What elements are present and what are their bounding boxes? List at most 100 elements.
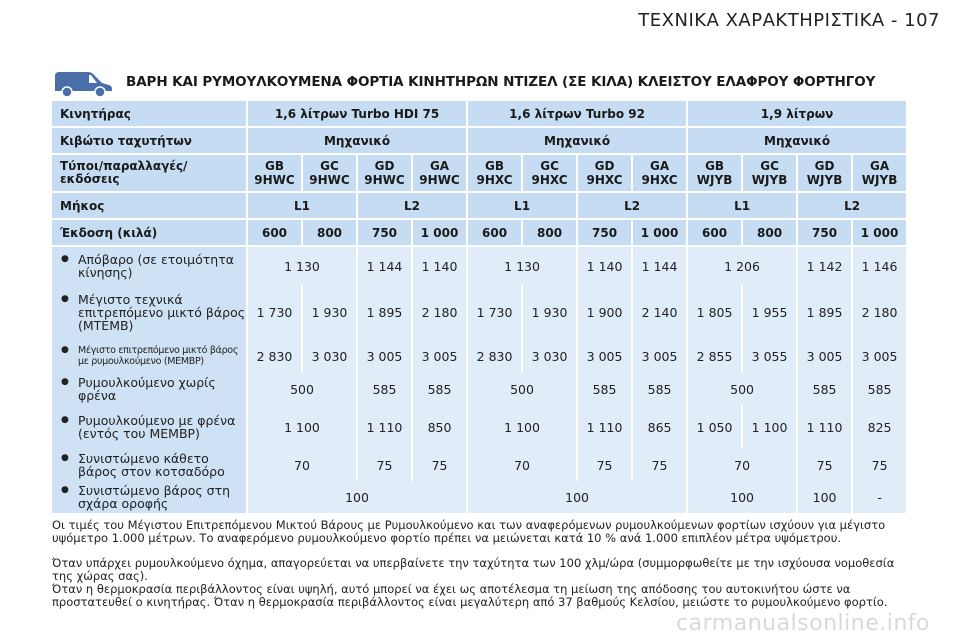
- row-label: Ρυμουλκούμενο χωρίς φρένα: [52, 373, 246, 405]
- value-cell: 1 146: [851, 247, 907, 285]
- value-cell: 1 730: [466, 285, 522, 339]
- value-cell: 1 930: [301, 285, 356, 339]
- watermark: carmanualsonline.info: [676, 611, 930, 636]
- length-cell: L2: [356, 193, 467, 220]
- value-cell: 2 140: [631, 285, 687, 339]
- version-cell: 600: [466, 220, 522, 247]
- value-cell: 3 005: [356, 339, 411, 373]
- value-cell: 70: [246, 449, 356, 481]
- engine-cell: 1,6 λίτρων Turbo HDI 75: [246, 101, 467, 128]
- type-cell: GD 9HXC: [576, 155, 632, 193]
- length-cell: L1: [246, 193, 356, 220]
- version-cell: 600: [686, 220, 742, 247]
- value-cell: 3 005: [631, 339, 687, 373]
- page-header: ΤΕΧΝΙΚΑ ΧΑΡΑΚΤΗΡΙΣΤΙΚΑ - 107: [638, 10, 940, 31]
- value-cell: 585: [411, 373, 467, 405]
- type-cell: GD WJYB: [796, 155, 852, 193]
- value-cell: 75: [356, 449, 411, 481]
- value-cell: 585: [576, 373, 632, 405]
- section-title: ΒΑΡΗ ΚΑΙ ΡΥΜΟΥΛΚΟΥΜΕΝΑ ΦΟΡΤΙΑ ΚΙΝΗΤΗΡΩΝ …: [126, 74, 876, 90]
- value-cell: 1 140: [411, 247, 467, 285]
- type-cell: GA 9HWC: [411, 155, 467, 193]
- value-cell: 1 100: [741, 405, 797, 449]
- value-cell: 100: [796, 481, 852, 513]
- length-row: Μήκος L1 L2 L1 L2 L1 L2: [52, 193, 907, 220]
- value-cell: 1 730: [246, 285, 301, 339]
- type-cell: GA WJYB: [851, 155, 907, 193]
- value-cell: 100: [686, 481, 797, 513]
- value-cell: 585: [631, 373, 687, 405]
- value-cell: 1 110: [576, 405, 632, 449]
- value-cell: 75: [576, 449, 632, 481]
- value-cell: 1 144: [356, 247, 411, 285]
- row-label: Τύποι/παραλλαγές/ εκδόσεις: [52, 155, 246, 193]
- note-temperature: Όταν η θερμοκρασία περιβάλλοντος είναι υ…: [52, 582, 888, 609]
- type-cell: GA 9HXC: [631, 155, 687, 193]
- value-cell: 500: [466, 373, 577, 405]
- version-cell: 1 000: [631, 220, 687, 247]
- version-cell: 800: [301, 220, 356, 247]
- gvw-row: Μέγιστο τεχνικά επιτρεπόμενο μικτό βάρος…: [52, 285, 907, 339]
- weights-table: Κινητήρας 1,6 λίτρων Turbo HDI 75 1,6 λί…: [52, 101, 907, 513]
- value-cell: 3 055: [741, 339, 797, 373]
- version-cell: 800: [741, 220, 797, 247]
- value-cell: 865: [631, 405, 687, 449]
- kerb-weight-row: Απόβαρο (σε ετοιμότητα κίνησης) 1 130 1 …: [52, 247, 907, 285]
- value-cell: 1 110: [356, 405, 411, 449]
- value-cell: 75: [631, 449, 687, 481]
- type-cell: GB WJYB: [686, 155, 742, 193]
- value-cell: 1 100: [246, 405, 356, 449]
- unbraked-trailer-row: Ρυμουλκούμενο χωρίς φρένα 500 585 585 50…: [52, 373, 907, 405]
- value-cell: 1 110: [796, 405, 852, 449]
- type-cell: GD 9HWC: [356, 155, 411, 193]
- value-cell: 3 005: [411, 339, 467, 373]
- nose-weight-row: Συνιστώμενο κάθετο βάρος στον κοτσαδόρο …: [52, 449, 907, 481]
- gearbox-cell: Μηχανικό: [246, 128, 467, 155]
- value-cell: 1 050: [686, 405, 742, 449]
- value-cell: 500: [686, 373, 797, 405]
- gearbox-cell: Μηχανικό: [466, 128, 687, 155]
- gearbox-cell: Μηχανικό: [686, 128, 907, 155]
- value-cell: 1 140: [576, 247, 632, 285]
- version-cell: 750: [576, 220, 632, 247]
- version-cell: 1 000: [851, 220, 907, 247]
- gearbox-row: Κιβώτιο ταχυτήτων Μηχανικό Μηχανικό Μηχα…: [52, 128, 907, 155]
- section-heading: ΒΑΡΗ ΚΑΙ ΡΥΜΟΥΛΚΟΥΜΕΝΑ ΦΟΡΤΙΑ ΚΙΝΗΤΗΡΩΝ …: [52, 64, 912, 100]
- roof-load-row: Συνιστώμενο βάρος στη σχάρα οροφής 100 1…: [52, 481, 907, 513]
- value-cell: 1 900: [576, 285, 632, 339]
- version-cell: 800: [521, 220, 577, 247]
- length-cell: L2: [796, 193, 907, 220]
- type-cell: GC 9HWC: [301, 155, 356, 193]
- type-cell: GC 9HXC: [521, 155, 577, 193]
- row-label: Κιβώτιο ταχυτήτων: [52, 128, 246, 155]
- value-cell: 2 180: [411, 285, 467, 339]
- value-cell: 585: [356, 373, 411, 405]
- row-label: Κινητήρας: [52, 101, 246, 128]
- value-cell: 585: [851, 373, 907, 405]
- row-label: Μήκος: [52, 193, 246, 220]
- value-cell: 1 895: [796, 285, 852, 339]
- version-cell: 750: [796, 220, 852, 247]
- value-cell: 75: [411, 449, 467, 481]
- value-cell: 75: [851, 449, 907, 481]
- length-cell: L1: [686, 193, 797, 220]
- value-cell: 1 130: [466, 247, 577, 285]
- value-cell: 100: [466, 481, 687, 513]
- value-cell: 3 005: [851, 339, 907, 373]
- row-label: Απόβαρο (σε ετοιμότητα κίνησης): [52, 247, 246, 285]
- version-cell: 600: [246, 220, 301, 247]
- value-cell: 1 144: [631, 247, 687, 285]
- value-cell: 2 180: [851, 285, 907, 339]
- engine-cell: 1,9 λίτρων: [686, 101, 907, 128]
- value-cell: 1 955: [741, 285, 797, 339]
- value-cell: 3 030: [301, 339, 356, 373]
- row-label: Έκδοση (κιλά): [52, 220, 246, 247]
- value-cell: 3 005: [796, 339, 852, 373]
- value-cell: 3 030: [521, 339, 577, 373]
- type-cell: GB 9HWC: [246, 155, 301, 193]
- van-icon: [55, 72, 112, 98]
- value-cell: 500: [246, 373, 356, 405]
- version-row: Έκδοση (κιλά) 600 800 750 1 000 600 800 …: [52, 220, 907, 247]
- type-cell: GC WJYB: [741, 155, 797, 193]
- value-cell: 70: [466, 449, 577, 481]
